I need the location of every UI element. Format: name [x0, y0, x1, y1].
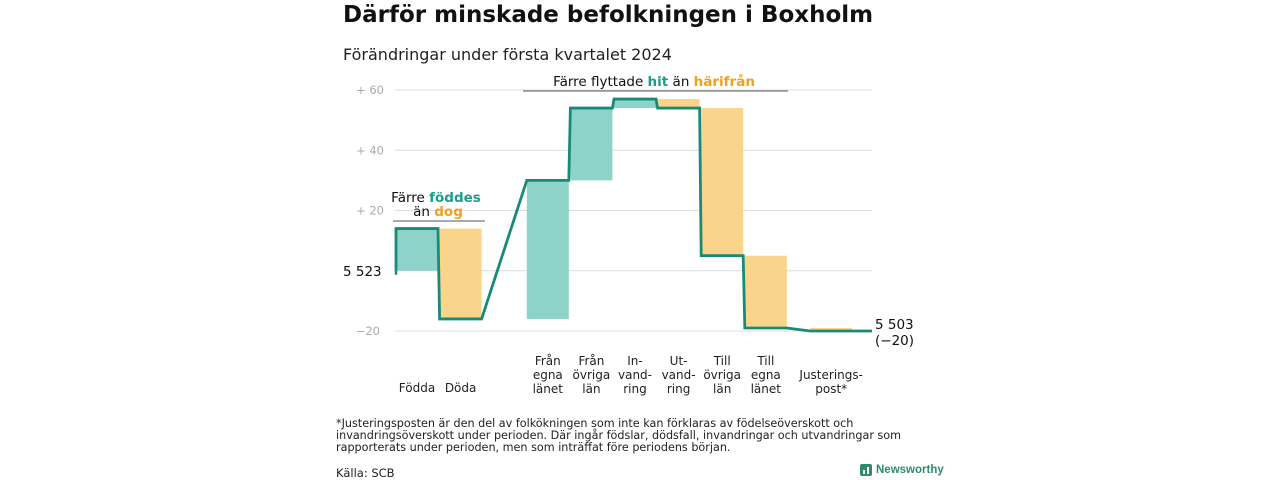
y-tick-label: + 20	[356, 204, 384, 218]
category-label: Från	[578, 354, 604, 368]
waterfall-bar	[701, 108, 744, 256]
category-label: egna	[751, 368, 781, 382]
brand-name: Newsworthy	[876, 464, 944, 476]
bar-chart-icon	[860, 464, 872, 476]
category-label: ring	[667, 382, 691, 396]
waterfall-bar	[744, 255, 787, 328]
category-label: vand-	[618, 368, 652, 382]
waterfall-bar	[396, 228, 438, 271]
end-value-label: 5 503	[875, 317, 914, 333]
brand-logo: Newsworthy	[860, 464, 944, 476]
category-label: ring	[623, 382, 647, 396]
source-label: Källa: SCB	[336, 466, 395, 480]
chart-title: Därför minskade befolkningen i Boxholm	[343, 2, 874, 28]
waterfall-bar	[570, 108, 613, 181]
chart-subtitle: Förändringar under första kvartalet 2024	[343, 45, 672, 64]
annotation-left-line2: än dog	[413, 204, 463, 220]
category-label: Döda	[445, 381, 477, 395]
category-label: Från	[535, 354, 561, 368]
category-label: övriga	[573, 368, 611, 382]
y-tick-label: + 60	[356, 83, 384, 97]
annotation-right: Färre flyttade hit än härifrån	[553, 73, 755, 90]
category-label: Födda	[399, 381, 435, 395]
y-tick-label: −20	[356, 324, 380, 338]
waterfall-bar	[439, 228, 482, 319]
category-label: länet	[751, 382, 782, 396]
category-label: Ut-	[670, 354, 688, 368]
category-label: In-	[627, 354, 642, 368]
annotation-left-line1: Färre föddes	[391, 190, 481, 206]
category-label: Till	[713, 354, 731, 368]
category-label: övriga	[703, 368, 741, 382]
start-value-label: 5 523	[343, 264, 382, 280]
running-total-line	[394, 97, 872, 333]
category-label: egna	[533, 368, 563, 382]
category-label: Justerings-	[798, 368, 863, 382]
waterfall-bar	[810, 327, 853, 331]
waterfall-bar	[614, 99, 656, 109]
category-label: länet	[533, 382, 564, 396]
category-label: län	[582, 382, 600, 396]
category-label: län	[713, 382, 731, 396]
waterfall-bar	[526, 180, 569, 319]
end-change-label: (−20)	[875, 333, 914, 349]
category-label: vand-	[662, 368, 696, 382]
y-tick-label: + 40	[356, 143, 384, 157]
category-label: post*	[815, 382, 847, 396]
waterfall-bar	[657, 99, 700, 109]
footnote: *Justeringsposten är den del av folkökni…	[336, 417, 902, 454]
category-label: Till	[756, 354, 774, 368]
